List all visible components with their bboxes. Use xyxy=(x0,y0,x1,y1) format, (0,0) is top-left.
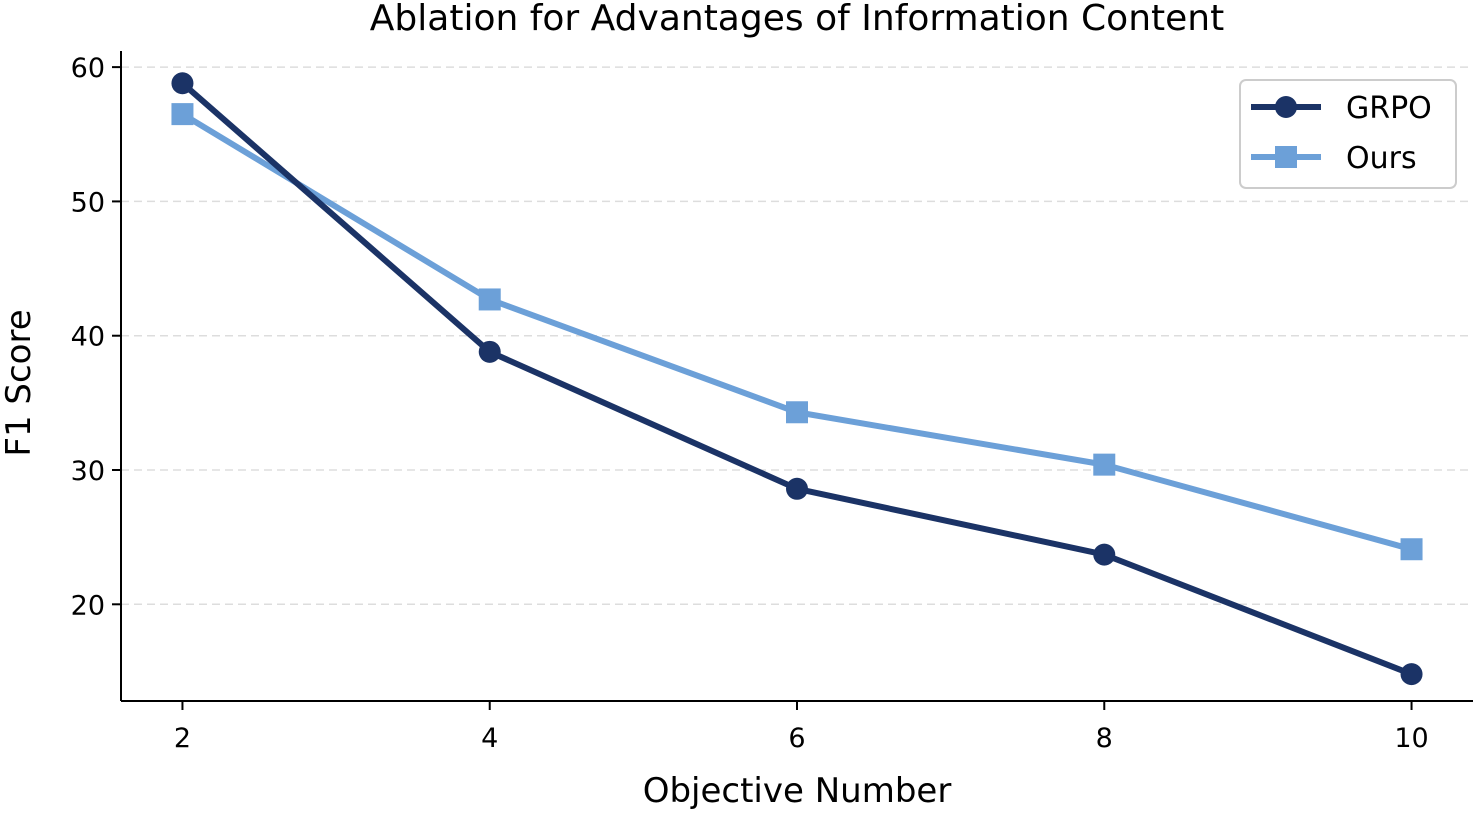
data-point-ours xyxy=(786,401,808,424)
x-tick-label: 2 xyxy=(174,723,191,754)
y-tick-label: 60 xyxy=(71,53,105,84)
data-point-grpo xyxy=(786,477,808,500)
y-axis-title: F1 Score xyxy=(0,309,39,456)
legend-item-ours: Ours xyxy=(1251,141,1417,176)
data-point-grpo xyxy=(171,72,194,95)
x-tick-label: 10 xyxy=(1394,723,1428,754)
y-tick-label: 30 xyxy=(71,456,105,487)
x-tick-label: 8 xyxy=(1096,723,1113,754)
legend-label-ours: Ours xyxy=(1346,141,1417,176)
data-point-ours xyxy=(1400,538,1423,561)
data-point-grpo xyxy=(1400,663,1423,686)
legend-items: GRPO Ours xyxy=(1251,91,1432,176)
legend-item-grpo: GRPO xyxy=(1251,91,1432,126)
y-tick-label: 20 xyxy=(71,590,105,621)
data-point-ours xyxy=(1093,453,1116,476)
y-tick-label: 50 xyxy=(71,187,105,218)
data-point-grpo xyxy=(478,340,501,363)
series-ours xyxy=(171,103,1423,561)
legend: GRPO Ours xyxy=(1239,79,1457,189)
x-axis-title: Objective Number xyxy=(643,771,952,811)
series-grpo xyxy=(171,72,1423,686)
y-tick-label: 40 xyxy=(71,322,105,353)
x-tick-label: 4 xyxy=(481,723,498,754)
data-point-ours xyxy=(171,103,194,126)
legend-label-grpo: GRPO xyxy=(1346,91,1432,126)
legend-marker-ours xyxy=(1275,146,1297,168)
chart-title: Ablation for Advantages of Information C… xyxy=(370,0,1224,39)
gridlines xyxy=(121,66,1473,606)
ticks: 20 30 40 50 60 2 4 6 8 10 xyxy=(71,53,1429,754)
data-point-ours xyxy=(478,288,501,311)
data-point-grpo xyxy=(1093,543,1116,566)
legend-marker-grpo xyxy=(1275,96,1297,118)
x-tick-label: 6 xyxy=(788,723,805,754)
series-layer xyxy=(171,72,1423,686)
series-line-grpo xyxy=(180,80,1413,677)
